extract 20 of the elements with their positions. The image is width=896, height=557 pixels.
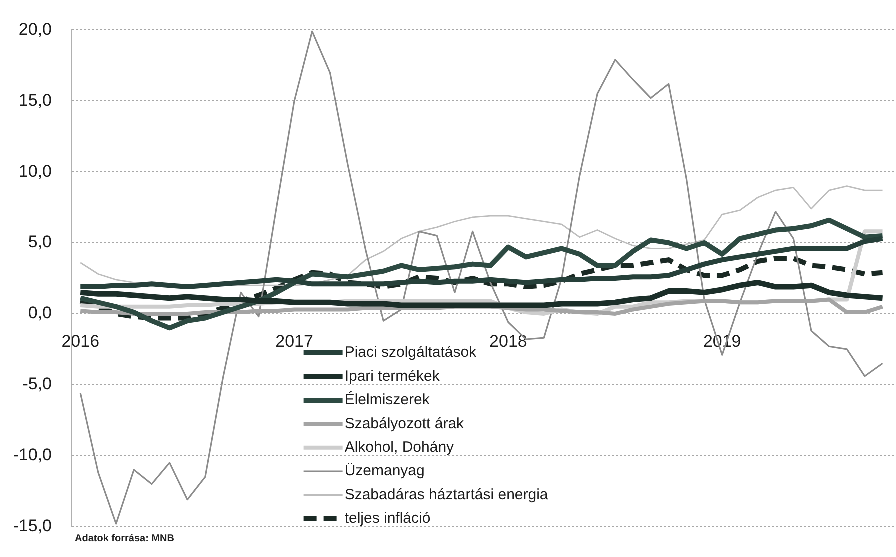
legend-label: Szabadáras háztartási energia: [344, 486, 549, 504]
x-tick-label: 2018: [490, 332, 528, 351]
y-tick-label: 15,0: [18, 90, 52, 110]
y-tick-label: 10,0: [18, 162, 52, 181]
y-tick-label: 20,0: [18, 20, 52, 39]
legend-label: Ipari termékek: [344, 368, 440, 385]
legend-label: Üzemanyag: [344, 462, 425, 480]
x-tick-label: 2016: [62, 332, 100, 351]
y-tick-label: -5,0: [22, 374, 52, 394]
legend-label: Élelmiszerek: [344, 390, 430, 409]
y-tick-label: 5,0: [28, 232, 52, 252]
legend-label: teljes infláció: [344, 510, 431, 528]
legend-label: Szabályozott árak: [344, 415, 465, 432]
y-tick-label: -10,0: [13, 446, 52, 465]
x-tick-label: 2017: [276, 332, 314, 351]
legend-label: Alkohol, Dohány: [344, 438, 455, 456]
y-tick-label: 0,0: [28, 304, 52, 323]
text: Adatok forrása: MNB: [75, 534, 174, 545]
y-tick-label: -15,0: [13, 516, 52, 536]
legend-label: Piaci szolgáltatások: [344, 344, 478, 362]
